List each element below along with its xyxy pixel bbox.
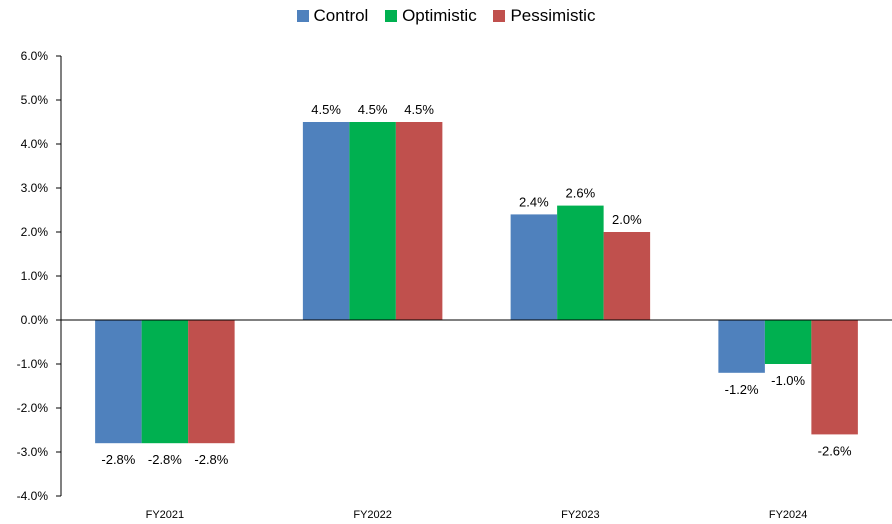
data-label: -2.8% (194, 452, 228, 467)
bar-optimistic-fy2024 (764, 320, 812, 364)
legend-label-pessimistic: Pessimistic (510, 6, 596, 25)
legend-swatch-optimistic (385, 10, 398, 22)
legend-swatch-control (296, 10, 309, 22)
legend-label-control: Control (313, 6, 369, 25)
bar-pessimistic-fy2024 (811, 320, 858, 435)
legend-item-control: Control (296, 6, 369, 26)
data-label: -1.0% (771, 373, 805, 388)
y-tick-label: 5.0% (21, 93, 49, 107)
bar-control-fy2022 (302, 122, 350, 320)
data-label: 2.0% (612, 212, 642, 227)
bar-pessimistic-fy2021 (188, 320, 235, 444)
x-category-label: FY2024 (769, 509, 808, 521)
legend-item-pessimistic: Pessimistic (493, 6, 595, 26)
data-label: 4.5% (311, 102, 341, 117)
legend-swatch-pessimistic (493, 10, 506, 22)
x-category-label: FY2023 (561, 509, 600, 521)
data-label: -1.2% (725, 382, 759, 397)
x-category-label: FY2022 (353, 509, 392, 521)
y-tick-label: -2.0% (17, 401, 49, 415)
y-tick-label: 0.0% (21, 313, 49, 327)
y-tick-label: -1.0% (17, 357, 49, 371)
y-tick-label: -4.0% (17, 489, 49, 503)
legend-label-optimistic: Optimistic (402, 6, 477, 25)
bar-optimistic-fy2021 (141, 320, 189, 444)
data-label: -2.6% (818, 443, 852, 458)
bar-optimistic-fy2023 (557, 205, 604, 320)
y-tick-label: 1.0% (21, 269, 49, 283)
y-tick-label: 4.0% (21, 137, 49, 151)
bar-control-fy2023 (510, 214, 558, 320)
legend-item-optimistic: Optimistic (385, 6, 477, 26)
data-label: 4.5% (358, 102, 388, 117)
y-tick-label: -3.0% (17, 445, 49, 459)
bar-optimistic-fy2022 (349, 122, 396, 320)
data-label: 4.5% (404, 102, 434, 117)
chart-legend: Control Optimistic Pessimistic (0, 6, 892, 27)
data-label: -2.8% (148, 452, 182, 467)
y-tick-label: 6.0% (21, 49, 49, 63)
bar-pessimistic-fy2022 (395, 122, 443, 320)
data-label: -2.8% (101, 452, 135, 467)
x-category-label: FY2021 (146, 509, 185, 521)
bar-control-fy2024 (718, 320, 765, 373)
bar-control-fy2021 (95, 320, 142, 444)
data-label: 2.4% (519, 194, 549, 209)
y-tick-label: 3.0% (21, 181, 49, 195)
data-label: 2.6% (566, 186, 596, 201)
y-tick-label: 2.0% (21, 225, 49, 239)
bar-pessimistic-fy2023 (603, 232, 651, 320)
